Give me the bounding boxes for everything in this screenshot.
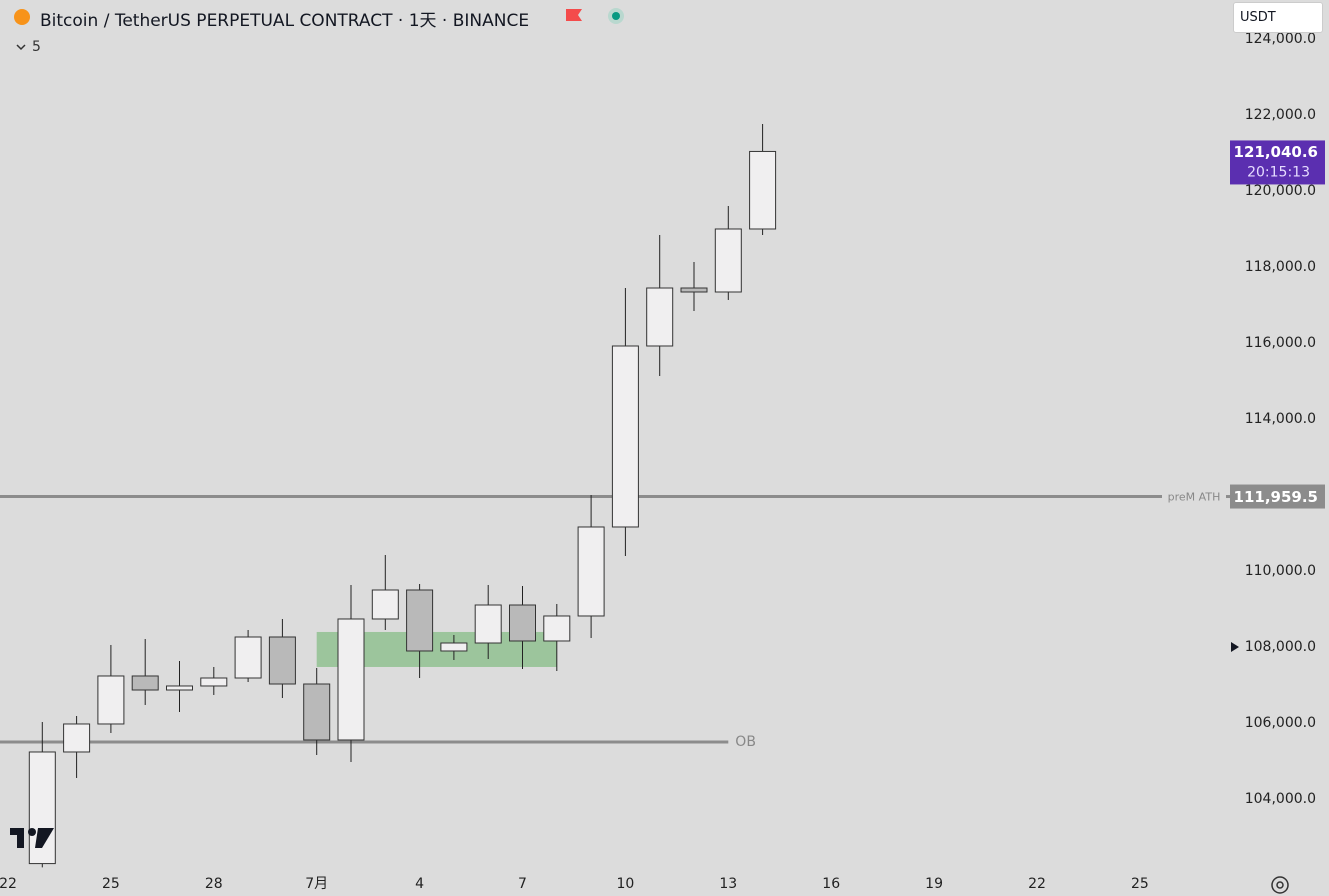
y-tick-label: 108,000.0	[1245, 639, 1316, 655]
indicator-count[interactable]: 5	[32, 39, 41, 55]
last-price-label: 121,040.6	[1234, 143, 1318, 161]
x-tick-label: 13	[719, 876, 737, 892]
x-tick-label: 16	[822, 876, 840, 892]
level-name: OB	[735, 734, 756, 750]
y-tick-label: 110,000.0	[1245, 563, 1316, 579]
candle-body	[97, 675, 125, 725]
x-tick-label: 22	[1028, 876, 1046, 892]
x-tick-label: 28	[205, 876, 223, 892]
y-tick-label: 114,000.0	[1245, 411, 1316, 427]
x-tick-label: 4	[415, 876, 424, 892]
candle-body	[166, 685, 193, 691]
level-price-box	[1230, 484, 1325, 509]
y-tick-label: 116,000.0	[1245, 335, 1316, 351]
candle-body	[680, 287, 708, 293]
candle-body	[63, 723, 91, 753]
candle-body	[200, 677, 228, 687]
currency-select[interactable]: USDT	[1233, 2, 1323, 33]
x-tick-label: 7月	[305, 876, 328, 892]
x-tick-label: 25	[102, 876, 120, 892]
last-price-box	[1230, 140, 1325, 185]
candle-body	[509, 604, 536, 642]
candle-body	[543, 615, 571, 642]
candle-body	[337, 618, 365, 741]
candle-body	[440, 642, 468, 652]
level-price-label: 111,959.5	[1234, 488, 1318, 506]
candle-body	[611, 345, 639, 528]
y-tick-label: 122,000.0	[1245, 107, 1316, 123]
candle-body	[303, 683, 331, 741]
chevron[interactable]	[16, 44, 26, 51]
candle-body	[406, 589, 434, 652]
y-tick-label: 118,000.0	[1245, 259, 1316, 275]
candle-body	[234, 636, 262, 679]
x-tick-label: 7	[518, 876, 527, 892]
flag-icon	[566, 9, 582, 21]
y-tick-label: 120,000.0	[1245, 183, 1316, 199]
candle-body	[714, 228, 742, 293]
candle-body	[371, 589, 399, 620]
x-tick-label: 19	[925, 876, 943, 892]
countdown: 20:15:13	[1247, 164, 1310, 180]
candle-body	[577, 526, 605, 617]
y-tick-label: 104,000.0	[1245, 791, 1316, 807]
level-name: preM ATH	[1168, 491, 1221, 504]
y-tick-label: 124,000.0	[1245, 31, 1316, 47]
candle-body	[749, 150, 777, 230]
x-tick-label: 10	[616, 876, 634, 892]
coin-icon	[14, 9, 30, 25]
tv-logo	[10, 828, 54, 848]
status-dot	[612, 12, 620, 20]
settings-icon[interactable]	[1271, 876, 1289, 894]
candle-body	[131, 675, 159, 691]
candle-body	[268, 636, 296, 685]
symbol-title: Bitcoin / TetherUS PERPETUAL CONTRACT · …	[40, 11, 530, 31]
x-tick-label: 22	[0, 876, 17, 892]
candle-body	[474, 604, 502, 644]
cursor-marker	[1231, 642, 1239, 652]
y-tick-label: 106,000.0	[1245, 715, 1316, 731]
plot: 104,000.0106,000.0108,000.0110,000.0112,…	[0, 31, 1325, 892]
candle-body	[646, 287, 674, 347]
x-tick-label: 25	[1131, 876, 1149, 892]
